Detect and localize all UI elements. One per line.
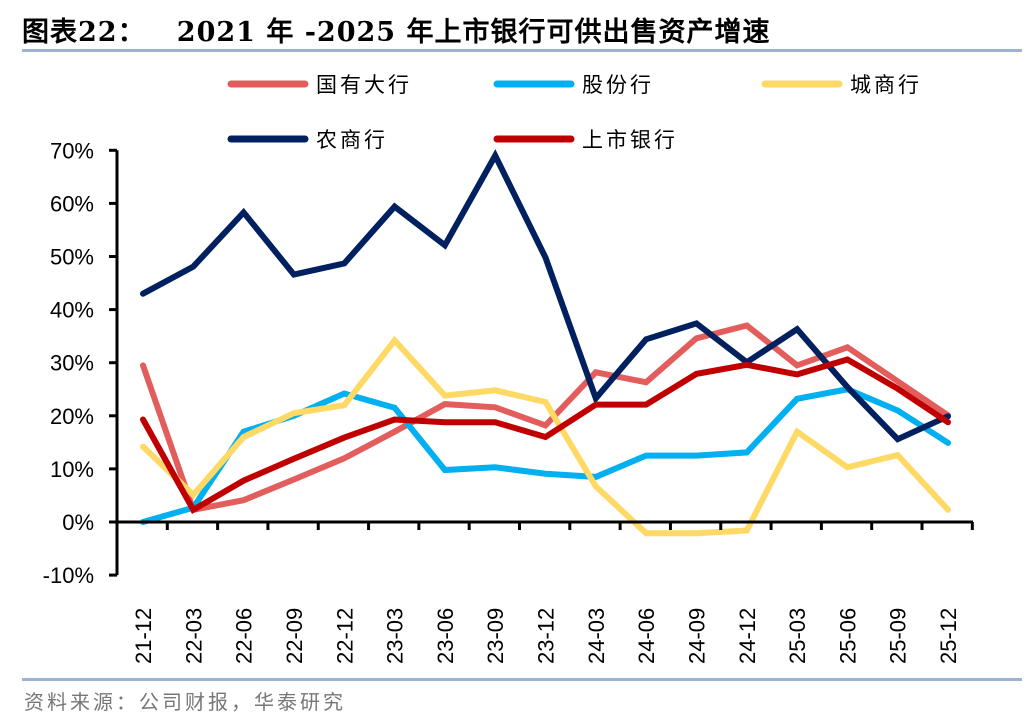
- source-note: 资料来源：公司财报，华泰研究: [24, 690, 346, 714]
- x-tick-label: 24-12: [735, 608, 760, 664]
- legend-item-1: 股份行: [493, 73, 654, 97]
- title-divider: [22, 49, 1022, 52]
- legend-label: 股份行: [582, 73, 654, 97]
- legend-label: 农商行: [316, 128, 388, 152]
- x-tick-label: 23-06: [433, 608, 458, 664]
- legend-label: 国有大行: [316, 73, 412, 97]
- legend-item-0: 国有大行: [227, 73, 412, 97]
- x-tick-label: 22-06: [232, 608, 257, 664]
- legend-item-3: 农商行: [227, 128, 388, 152]
- series-line-2: [140, 335, 951, 537]
- y-tick-label: 60%: [50, 191, 94, 216]
- series-line-3: [140, 149, 951, 443]
- x-tick-label: 22-12: [332, 608, 357, 664]
- x-tick-label: 25-03: [785, 608, 810, 664]
- x-tick-label: 21-12: [131, 608, 156, 664]
- series-lines: [140, 149, 951, 537]
- legend-item-4: 上市银行: [493, 128, 678, 152]
- series-line-4: [140, 356, 951, 514]
- x-tick-label: 23-09: [483, 608, 508, 664]
- x-tick-label: 23-12: [534, 608, 559, 664]
- x-tick-label: 24-03: [584, 608, 609, 664]
- y-tick-label: 70%: [50, 138, 94, 163]
- footer-divider: [22, 678, 1022, 681]
- y-tick-label: 20%: [50, 404, 94, 429]
- y-tick-label: -10%: [43, 563, 94, 588]
- x-tick-label: 23-03: [383, 608, 408, 664]
- series-line-0: [140, 322, 951, 514]
- figure-title: 图表22： 2021 年 -2025 年上市银行可供出售资产增速: [22, 10, 770, 49]
- x-tick-label: 22-03: [181, 608, 206, 664]
- y-tick-label: 40%: [50, 298, 94, 323]
- y-tick-label: 10%: [50, 457, 94, 482]
- legend-label: 上市银行: [582, 128, 678, 152]
- figure-title-text: 2021 年 -2025 年上市银行可供出售资产增速: [176, 17, 771, 48]
- x-tick-label: 25-06: [835, 608, 860, 664]
- legend-label: 城商行: [850, 73, 922, 97]
- y-tick-label: 0%: [62, 510, 94, 535]
- y-tick-label: 50%: [50, 245, 94, 270]
- x-tick-label: 24-06: [634, 608, 659, 664]
- axes: -10% 0% 10% 20% 30% 40% 50% 60% 70% 21-12 22-03 22-…: [43, 138, 974, 664]
- x-tick-label: 25-09: [886, 608, 911, 664]
- figure-label: 图表22：: [22, 17, 146, 48]
- x-tick-label: 22-09: [282, 608, 307, 664]
- x-tick-label: 24-09: [684, 608, 709, 664]
- x-tick-label: 25-12: [936, 608, 961, 664]
- y-tick-label: 30%: [50, 351, 94, 376]
- legend-item-2: 城商行: [761, 73, 922, 97]
